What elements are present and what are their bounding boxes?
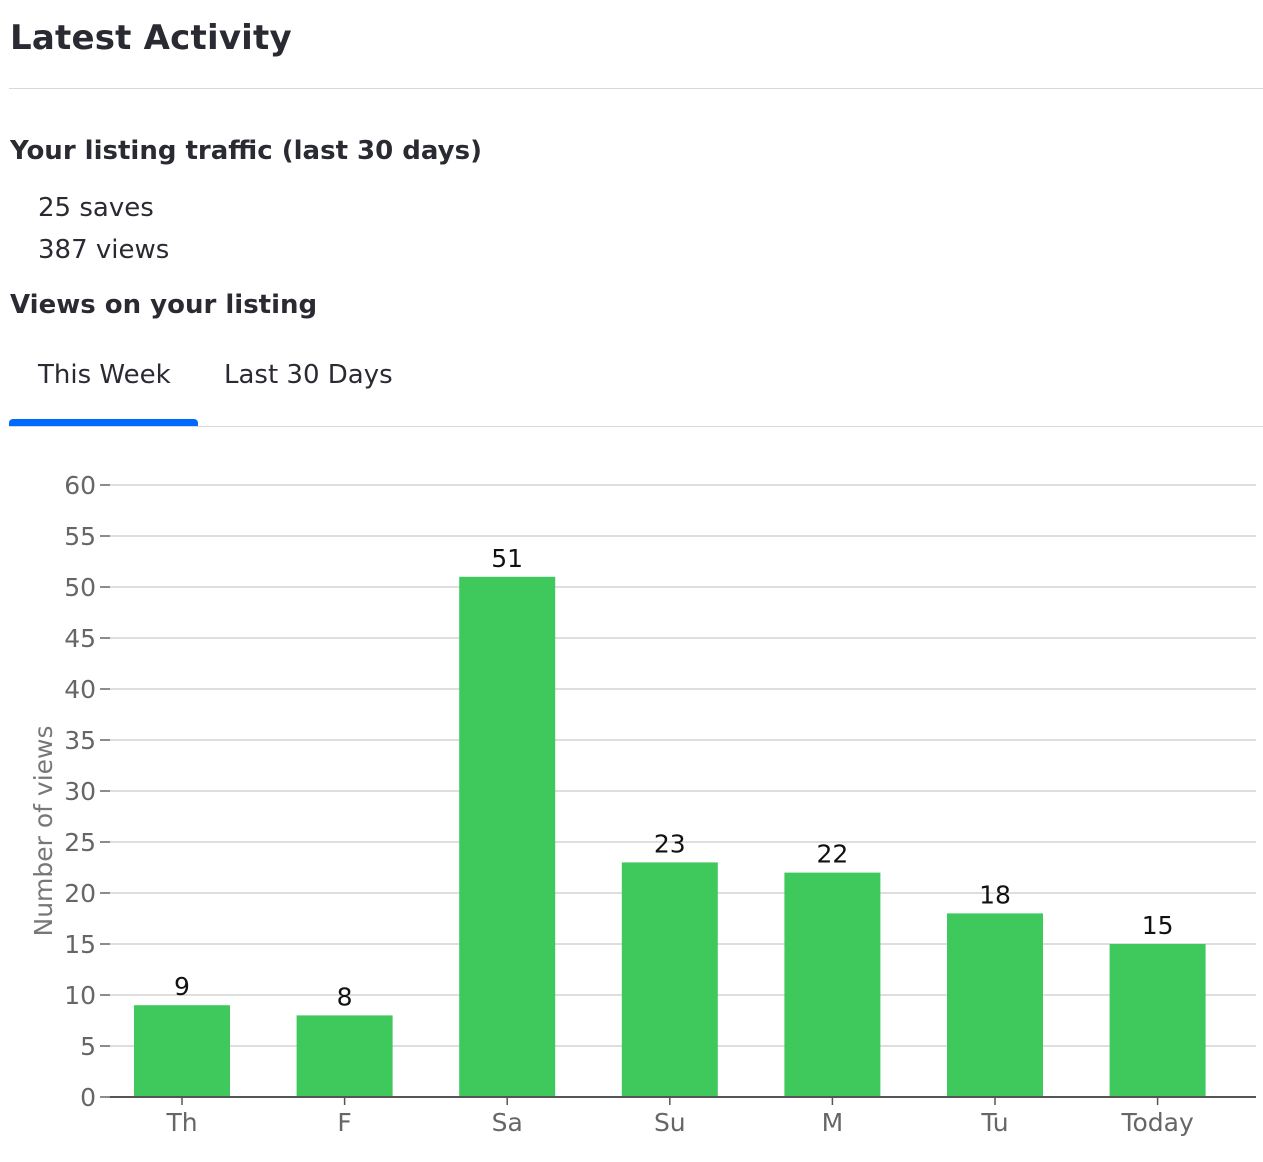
bar-m <box>784 872 881 1097</box>
bar-value-label: 8 <box>337 982 353 1011</box>
active-tab-indicator <box>9 419 198 426</box>
bar-tu <box>947 913 1043 1097</box>
saves-count: 25 saves <box>38 193 154 223</box>
x-tick-label: M <box>822 1108 844 1137</box>
y-tick-label: 35 <box>64 726 96 755</box>
page-title: Latest Activity <box>10 18 292 58</box>
traffic-section-title: Your listing traffic (last 30 days) <box>10 136 482 166</box>
y-tick-label: 25 <box>64 828 96 857</box>
bar-value-label: 9 <box>174 972 190 1001</box>
x-tick-label: Sa <box>492 1108 523 1137</box>
y-tick-label: 40 <box>64 675 96 704</box>
x-tick-label: F <box>337 1108 351 1137</box>
tabs-divider <box>9 426 1263 427</box>
y-tick-label: 15 <box>64 930 96 959</box>
y-tick-label: 45 <box>64 624 96 653</box>
y-tick-label: 0 <box>80 1083 96 1112</box>
bar-sa <box>459 576 556 1097</box>
bar-today <box>1109 944 1206 1097</box>
views-section-title: Views on your listing <box>10 290 318 320</box>
tab-this-week[interactable]: This Week <box>38 360 171 390</box>
views-count: 387 views <box>38 235 170 265</box>
x-tick-label: Today <box>1120 1108 1194 1137</box>
tab-last-30-days[interactable]: Last 30 Days <box>224 360 393 390</box>
bar-su <box>621 862 718 1097</box>
y-axis-title: Number of views <box>29 725 58 936</box>
y-tick-label: 50 <box>64 573 96 602</box>
views-tabs: This Week Last 30 Days <box>9 350 1263 427</box>
x-tick-label: Th <box>165 1108 197 1137</box>
bar-th <box>134 1005 230 1097</box>
bar-value-label: 22 <box>816 840 848 869</box>
views-bar-chart: 0 5 10 15 20 25 30 35 40 45 50 55 60 Number of views 9… <box>29 471 1256 1137</box>
bar-value-label: 18 <box>979 880 1011 909</box>
y-tick-label: 10 <box>64 981 96 1010</box>
x-tick-label: Tu <box>980 1108 1008 1137</box>
bar-f <box>296 1015 393 1097</box>
bar-value-label: 23 <box>654 829 686 858</box>
header-divider <box>9 88 1263 89</box>
x-tick-label: Su <box>654 1108 686 1137</box>
y-tick-label: 55 <box>64 522 96 551</box>
y-tick-label: 60 <box>64 471 96 500</box>
y-tick-label: 30 <box>64 777 96 806</box>
bar-value-label: 51 <box>491 544 523 573</box>
y-tick-label: 20 <box>64 879 96 908</box>
y-tick-label: 5 <box>80 1032 96 1061</box>
bar-value-label: 15 <box>1142 911 1174 940</box>
